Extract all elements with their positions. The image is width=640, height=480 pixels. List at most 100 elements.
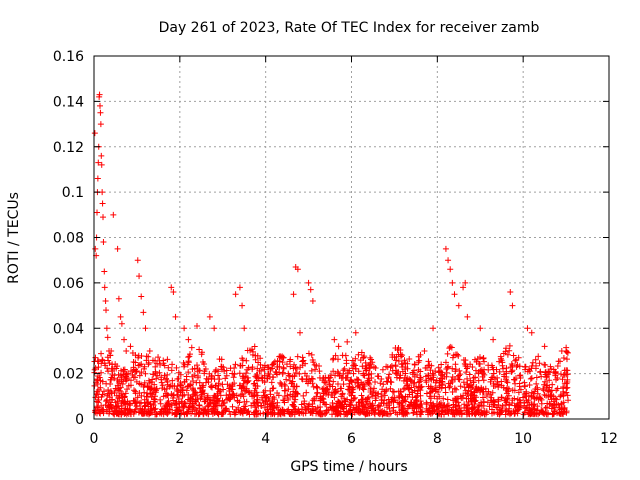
data-point — [127, 343, 134, 350]
data-point — [108, 347, 115, 354]
data-point — [114, 245, 121, 252]
band-point — [214, 385, 221, 392]
data-point — [236, 284, 243, 291]
band-point — [435, 406, 442, 412]
band-point — [411, 400, 418, 407]
band-point — [340, 367, 347, 374]
data-point — [449, 279, 456, 286]
band-point — [135, 352, 142, 359]
band-point — [385, 375, 392, 382]
data-point — [117, 313, 124, 320]
band-point — [522, 393, 529, 400]
band-point — [372, 378, 379, 385]
band-point — [415, 405, 422, 412]
band-point — [281, 387, 288, 394]
band-point — [132, 399, 139, 406]
data-point — [185, 336, 192, 343]
band-point — [374, 391, 381, 398]
band-point — [369, 359, 376, 366]
band-point — [166, 383, 173, 390]
band-point — [192, 398, 199, 405]
band-point — [516, 383, 523, 390]
band-point — [98, 402, 105, 409]
band-point — [99, 356, 106, 363]
band-point — [342, 398, 349, 405]
band-point — [225, 395, 232, 402]
band-point — [563, 389, 570, 396]
band-point — [229, 381, 236, 388]
band-point — [553, 387, 560, 394]
band-point — [552, 369, 559, 376]
band-point — [328, 372, 335, 379]
band-point — [115, 387, 122, 394]
band-point — [468, 398, 475, 405]
band-point — [535, 411, 542, 418]
band-point — [190, 377, 197, 384]
band-point — [439, 382, 446, 389]
band-point — [254, 400, 261, 407]
band-point — [348, 392, 355, 399]
band-point — [211, 398, 218, 405]
band-point — [563, 367, 570, 374]
band-point — [365, 371, 372, 378]
band-point — [143, 353, 150, 360]
band-point — [478, 366, 485, 373]
band-point — [279, 359, 286, 366]
band-point — [183, 373, 190, 380]
band-point — [194, 374, 201, 381]
band-point — [279, 353, 286, 360]
band-point — [254, 352, 261, 359]
band-point — [554, 375, 561, 382]
band-point — [414, 388, 421, 395]
band-point — [308, 375, 315, 382]
band-point — [101, 388, 108, 395]
band-point — [231, 370, 238, 377]
band-point — [223, 367, 230, 374]
band-point — [432, 379, 439, 386]
band-point — [466, 371, 473, 378]
x-tick-label: 6 — [347, 431, 356, 447]
band-point — [503, 406, 510, 413]
band-point — [196, 346, 203, 353]
band-point — [522, 405, 529, 412]
band-point — [460, 379, 467, 386]
band-point — [213, 402, 220, 409]
band-point — [529, 363, 536, 370]
band-point — [100, 408, 107, 415]
band-point — [379, 366, 386, 373]
band-point — [254, 371, 261, 378]
band-point — [390, 397, 397, 404]
band-point — [138, 361, 145, 368]
band-point — [92, 408, 99, 415]
data-point — [297, 329, 303, 336]
data-point — [98, 161, 105, 168]
band-point — [319, 377, 326, 384]
band-point — [128, 368, 135, 375]
band-point — [248, 389, 255, 396]
band-point — [272, 368, 279, 375]
band-point — [366, 402, 373, 409]
band-point — [359, 396, 366, 403]
band-point — [177, 382, 184, 389]
band-point — [141, 365, 148, 372]
band-point — [156, 357, 163, 364]
band-point — [239, 391, 246, 398]
band-point — [451, 385, 458, 392]
band-point — [401, 357, 408, 364]
band-point — [512, 407, 519, 414]
band-point — [444, 396, 451, 403]
band-point — [274, 390, 281, 397]
band-point — [480, 377, 487, 384]
data-point — [442, 245, 449, 252]
y-tick-label: 0.12 — [53, 140, 84, 156]
band-point — [563, 356, 570, 363]
band-point — [405, 385, 412, 392]
band-point — [533, 380, 540, 387]
band-point — [433, 401, 440, 408]
band-point — [167, 382, 174, 389]
band-point — [291, 361, 298, 368]
band-point — [277, 379, 284, 386]
data-point — [477, 325, 484, 332]
band-point — [145, 398, 152, 405]
band-point — [506, 347, 513, 354]
